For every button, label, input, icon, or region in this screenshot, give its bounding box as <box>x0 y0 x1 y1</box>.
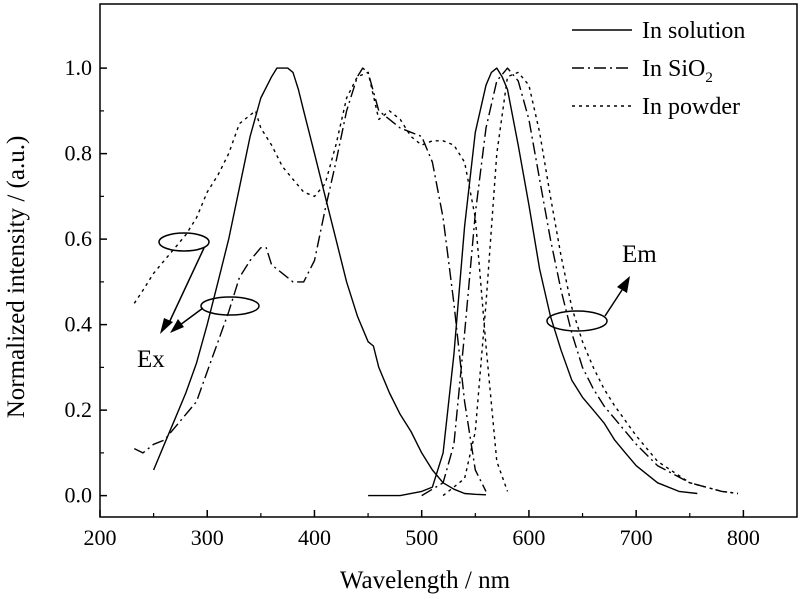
x-tick-label: 800 <box>727 525 760 550</box>
series-line-dashdot-emission <box>421 67 739 497</box>
ex-label: Ex <box>137 346 165 373</box>
x-tick-label: 600 <box>512 525 545 550</box>
legend-label: In solution <box>642 18 745 44</box>
y-axis-title: Normalized intensity / (a.u.) <box>3 136 30 419</box>
y-tick-label: 0.0 <box>65 483 93 508</box>
y-tick-label: 0.6 <box>65 226 93 251</box>
x-tick-label: 400 <box>298 525 331 550</box>
em-marker-ellipse <box>546 310 608 332</box>
ex-arrow-line <box>179 307 204 326</box>
ex-arrow-head <box>170 319 184 333</box>
ex-marker-ellipse <box>158 232 210 252</box>
x-tick-label: 200 <box>84 525 117 550</box>
x-axis-title: Wavelength / nm <box>340 567 511 594</box>
series-line-dashdot-excitation <box>133 67 487 492</box>
legend-label: In SiO2 <box>642 56 713 86</box>
legend: In solution In SiO2 In powder <box>572 18 745 120</box>
ex-marker-ellipse <box>200 296 260 316</box>
y-tick-label: 1.0 <box>65 55 93 80</box>
em-label: Em <box>622 241 657 268</box>
x-tick-label: 300 <box>191 525 224 550</box>
legend-label-subscript: 2 <box>705 70 713 86</box>
ex-arrow-head <box>160 318 173 334</box>
x-tick-label: 500 <box>405 525 438 550</box>
plot-curves <box>133 67 739 497</box>
legend-label: In powder <box>642 94 740 120</box>
series-line-solid-emission <box>368 67 698 497</box>
ex-arrow-line <box>167 247 205 326</box>
em-arrow-line <box>604 289 623 317</box>
series-line-dotted-excitation <box>133 71 509 492</box>
x-tick-label: 700 <box>620 525 653 550</box>
series-line-solid-excitation <box>152 67 487 496</box>
y-tick-label: 0.4 <box>65 312 93 337</box>
y-tick-label: 0.8 <box>65 141 93 166</box>
plot-frame <box>99 3 798 518</box>
em-arrow-head <box>617 276 630 293</box>
axis-ticks: 200 300 400 500 600 700 800 0.0 0.2 0.4 0.6 0.8 1.0 <box>65 55 760 550</box>
y-tick-label: 0.2 <box>65 397 93 422</box>
series-line-dotted-emission <box>442 71 739 497</box>
